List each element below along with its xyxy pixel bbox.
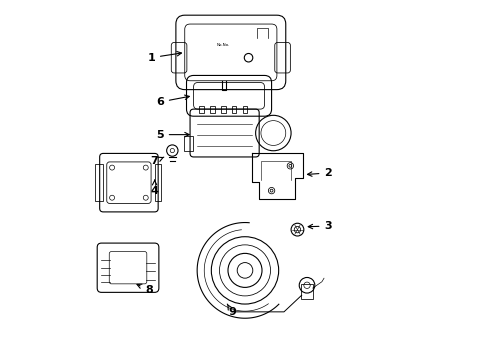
Text: 8: 8 — [137, 284, 153, 295]
Bar — [232, 105, 237, 113]
Bar — [155, 164, 161, 201]
Text: 4: 4 — [151, 180, 159, 196]
Text: 1: 1 — [147, 51, 181, 63]
Bar — [96, 164, 103, 201]
Text: 2: 2 — [308, 168, 332, 178]
Text: 7: 7 — [151, 156, 164, 166]
Bar — [199, 105, 203, 113]
Bar — [243, 105, 247, 113]
Text: 3: 3 — [308, 221, 332, 231]
Text: 5: 5 — [156, 130, 189, 140]
Bar — [301, 284, 313, 300]
Bar — [210, 105, 215, 113]
Bar — [221, 105, 225, 113]
Text: No.No.: No.No. — [217, 43, 230, 47]
Bar — [184, 136, 193, 150]
Text: 9: 9 — [227, 304, 236, 317]
Text: 6: 6 — [156, 95, 189, 107]
